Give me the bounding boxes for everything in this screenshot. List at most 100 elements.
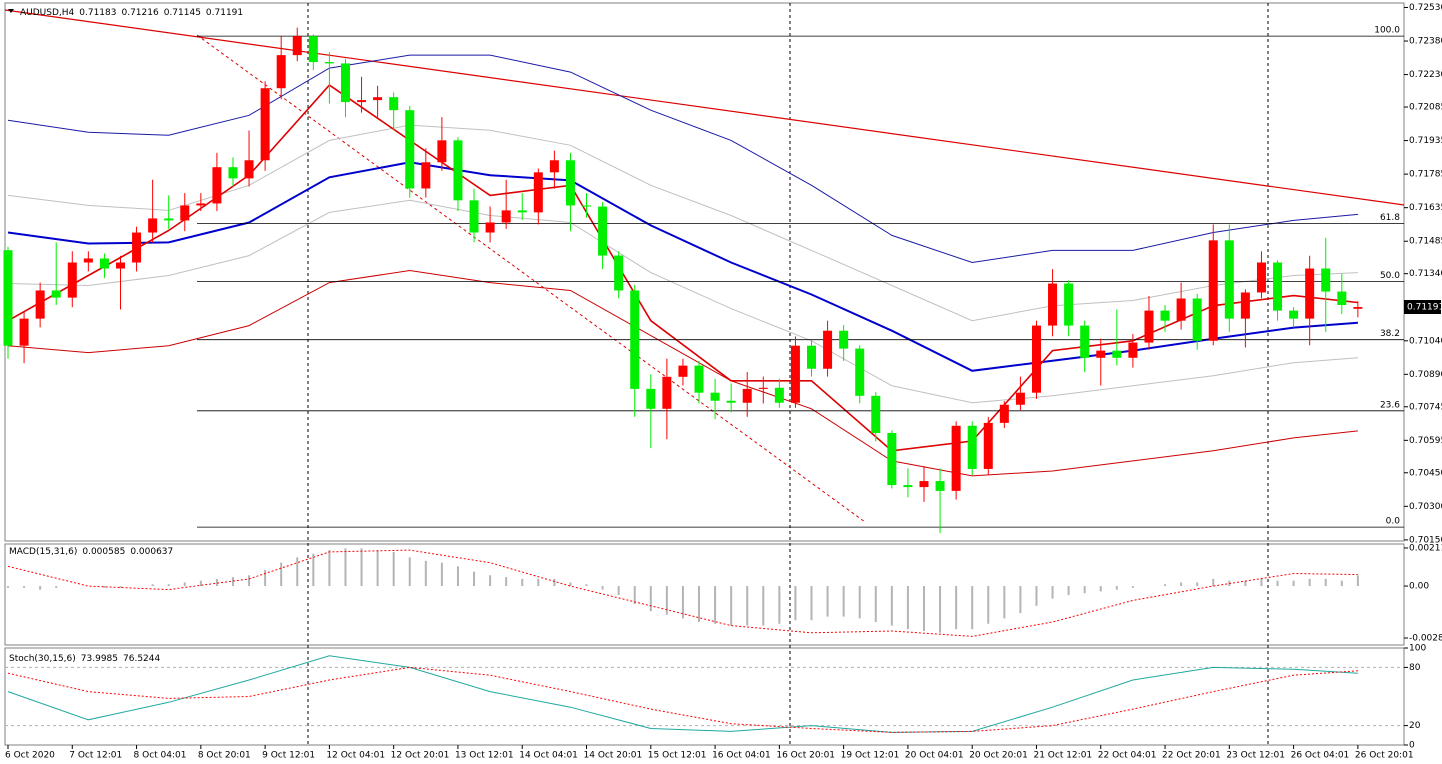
candle-body xyxy=(774,387,784,403)
indicator-line xyxy=(7,161,1358,372)
candle-body xyxy=(1353,307,1363,309)
candle-body xyxy=(1305,268,1315,319)
candle-body xyxy=(469,200,479,233)
x-tick-label: 22 Oct 20:01 xyxy=(1162,751,1221,761)
candle-body xyxy=(967,425,977,469)
candle-body xyxy=(582,205,592,207)
candle-body xyxy=(855,348,865,396)
candle-body xyxy=(196,203,206,206)
x-tick-label: 26 Oct 04:01 xyxy=(1291,751,1350,761)
y-tick-label: 0.72085 xyxy=(1409,103,1442,113)
y-tick-label: 0.70595 xyxy=(1409,436,1442,446)
x-tick-label: 16 Oct 20:01 xyxy=(776,751,835,761)
header-value: 0.71191 xyxy=(206,8,243,18)
y-tick-label: 0.002119 xyxy=(1409,543,1442,553)
header-title: AUDUSD,H4 xyxy=(20,8,75,18)
stoch-line xyxy=(7,655,1358,733)
candle-body xyxy=(1192,298,1202,341)
x-tick-label: 21 Oct 12:01 xyxy=(1033,751,1092,761)
candle-body xyxy=(710,392,720,401)
candle-body xyxy=(1256,262,1266,293)
y-tick-label: 0.00 xyxy=(1409,582,1429,592)
current-price: 0.71191 xyxy=(1407,303,1442,313)
x-tick-label: 6 Oct 2020 xyxy=(5,751,55,761)
menu-arrow[interactable] xyxy=(8,9,14,13)
x-tick-label: 9 Oct 12:01 xyxy=(262,751,315,761)
candle-body xyxy=(244,160,254,179)
header-value: 73.9985 xyxy=(81,654,118,664)
y-tick-label: 0 xyxy=(1409,741,1415,751)
candle-body xyxy=(598,206,608,256)
trendline xyxy=(4,9,1405,206)
indicator-header: Stoch(30,15,6) 73.9985 76.5244 xyxy=(9,654,160,664)
indicator-line xyxy=(7,124,1358,322)
candle-body xyxy=(823,330,833,369)
candle-body xyxy=(549,160,559,173)
candle-body xyxy=(1064,283,1074,326)
x-tick-label: 14 Oct 20:01 xyxy=(584,751,643,761)
candle-body xyxy=(164,218,174,221)
candle-body xyxy=(1096,350,1106,358)
fibo-label: 23.6 xyxy=(1380,400,1400,410)
candle-body xyxy=(308,36,318,63)
candle-body xyxy=(260,88,270,161)
y-tick-label: 80 xyxy=(1409,663,1421,673)
candle-body xyxy=(807,345,816,369)
candle-body xyxy=(726,400,736,403)
candle-body xyxy=(1048,283,1058,326)
y-tick-label: 100 xyxy=(1409,644,1426,654)
candle-body xyxy=(758,387,768,389)
stoch-panel xyxy=(4,647,1405,746)
x-tick-label: 8 Oct 04:01 xyxy=(134,751,187,761)
candle-body xyxy=(1015,392,1025,405)
header-value: 0.71216 xyxy=(121,8,158,18)
candle-body xyxy=(662,376,672,409)
candle-body xyxy=(292,36,302,56)
candle-body xyxy=(357,100,367,103)
candle-body xyxy=(1112,350,1122,358)
candle-body xyxy=(678,365,688,377)
candle-body xyxy=(1144,310,1154,343)
candle-body xyxy=(790,345,800,403)
candle-body xyxy=(67,262,77,298)
header-title: Stoch(30,15,6) xyxy=(9,654,76,664)
candle-body xyxy=(340,63,350,103)
candle-body xyxy=(999,404,1009,423)
x-tick-label: 14 Oct 04:01 xyxy=(519,751,578,761)
candle-body xyxy=(83,258,93,263)
candle-body xyxy=(501,210,511,223)
x-tick-label: 12 Oct 20:01 xyxy=(391,751,450,761)
fibo-label: 38.2 xyxy=(1380,329,1400,339)
indicator-line xyxy=(7,269,1358,477)
candle-body xyxy=(99,258,109,269)
candle-body xyxy=(35,290,45,319)
x-tick-label: 15 Oct 12:01 xyxy=(648,751,707,761)
candle-body xyxy=(373,97,383,101)
header-value: 76.5244 xyxy=(123,654,160,664)
candle-body xyxy=(1128,342,1138,358)
x-tick-label: 20 Oct 20:01 xyxy=(969,751,1028,761)
candle-body xyxy=(180,205,190,221)
candle-body xyxy=(148,218,158,233)
candle-body xyxy=(646,388,656,409)
header-value: 0.71145 xyxy=(164,8,201,18)
candle-body xyxy=(132,232,142,263)
header-value: 0.000637 xyxy=(130,547,173,557)
candle-body xyxy=(935,481,945,491)
candle-body xyxy=(453,140,463,201)
candle-body xyxy=(485,222,495,233)
candle-body xyxy=(389,97,399,111)
candle-body xyxy=(276,55,286,89)
x-tick-label: 13 Oct 12:01 xyxy=(455,751,514,761)
candle-body xyxy=(421,162,431,189)
candle-body xyxy=(437,140,447,163)
x-tick-label: 8 Oct 20:01 xyxy=(198,751,251,761)
macd-panel xyxy=(4,543,1405,646)
candle-body xyxy=(51,290,61,298)
